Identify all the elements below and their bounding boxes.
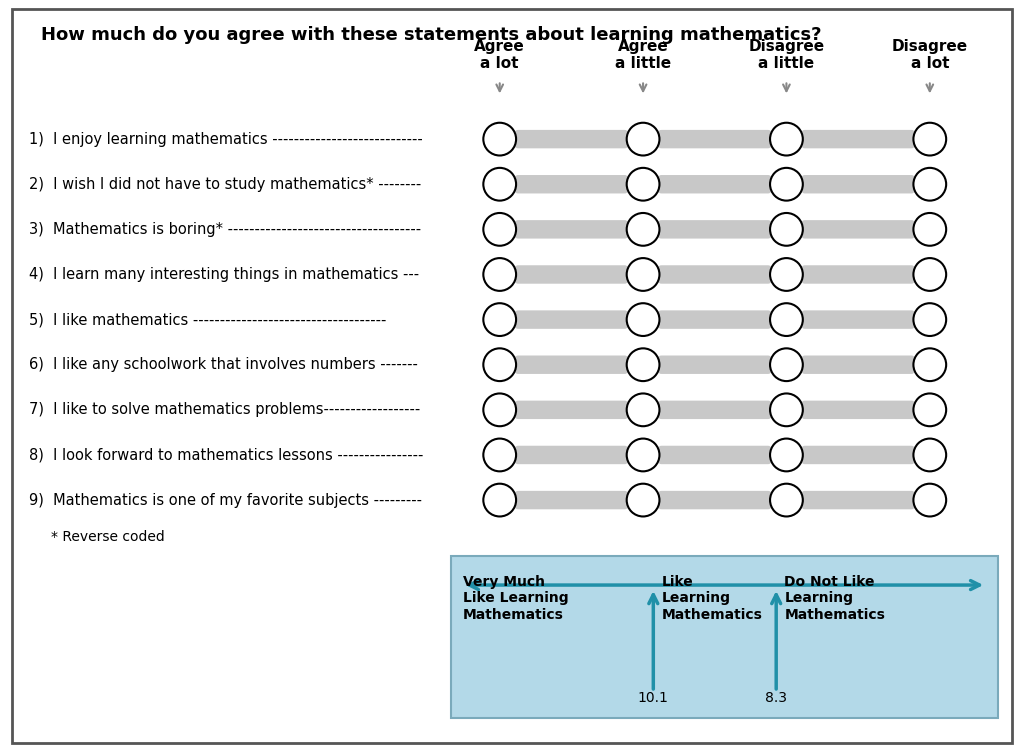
FancyBboxPatch shape xyxy=(658,175,771,193)
Text: 7)  I like to solve mathematics problems------------------: 7) I like to solve mathematics problems-… xyxy=(29,402,420,417)
Ellipse shape xyxy=(913,213,946,246)
Ellipse shape xyxy=(913,348,946,381)
FancyBboxPatch shape xyxy=(515,311,628,329)
Ellipse shape xyxy=(483,168,516,201)
Text: 9)  Mathematics is one of my favorite subjects ---------: 9) Mathematics is one of my favorite sub… xyxy=(29,493,422,508)
Ellipse shape xyxy=(770,348,803,381)
FancyBboxPatch shape xyxy=(658,311,771,329)
Ellipse shape xyxy=(627,303,659,336)
Ellipse shape xyxy=(627,393,659,426)
FancyBboxPatch shape xyxy=(515,220,628,238)
Ellipse shape xyxy=(913,168,946,201)
Text: 5)  I like mathematics ------------------------------------: 5) I like mathematics ------------------… xyxy=(29,312,386,327)
Ellipse shape xyxy=(627,348,659,381)
Ellipse shape xyxy=(770,484,803,517)
FancyBboxPatch shape xyxy=(658,491,771,509)
FancyBboxPatch shape xyxy=(515,130,628,148)
Ellipse shape xyxy=(483,258,516,291)
Text: 3)  Mathematics is boring* ------------------------------------: 3) Mathematics is boring* --------------… xyxy=(29,222,421,237)
FancyBboxPatch shape xyxy=(802,491,914,509)
FancyBboxPatch shape xyxy=(515,175,628,193)
FancyBboxPatch shape xyxy=(658,356,771,374)
Ellipse shape xyxy=(770,168,803,201)
FancyBboxPatch shape xyxy=(658,265,771,284)
FancyBboxPatch shape xyxy=(451,556,998,718)
FancyBboxPatch shape xyxy=(802,220,914,238)
Ellipse shape xyxy=(913,258,946,291)
Ellipse shape xyxy=(483,213,516,246)
FancyBboxPatch shape xyxy=(658,446,771,464)
Ellipse shape xyxy=(913,393,946,426)
Ellipse shape xyxy=(627,168,659,201)
Ellipse shape xyxy=(483,348,516,381)
Ellipse shape xyxy=(770,123,803,156)
Text: 8.3: 8.3 xyxy=(765,690,787,705)
Ellipse shape xyxy=(483,123,516,156)
Ellipse shape xyxy=(627,484,659,517)
Text: 10.1: 10.1 xyxy=(638,690,669,705)
FancyBboxPatch shape xyxy=(515,491,628,509)
Ellipse shape xyxy=(913,123,946,156)
FancyBboxPatch shape xyxy=(515,265,628,284)
Ellipse shape xyxy=(627,438,659,472)
Ellipse shape xyxy=(770,303,803,336)
Text: 1)  I enjoy learning mathematics ----------------------------: 1) I enjoy learning mathematics --------… xyxy=(29,132,423,147)
Text: Very Much
Like Learning
Mathematics: Very Much Like Learning Mathematics xyxy=(463,575,568,622)
FancyBboxPatch shape xyxy=(802,311,914,329)
Ellipse shape xyxy=(483,438,516,472)
Text: Disagree
a lot: Disagree a lot xyxy=(892,39,968,71)
Text: * Reverse coded: * Reverse coded xyxy=(51,530,165,544)
FancyBboxPatch shape xyxy=(515,446,628,464)
Text: Like
Learning
Mathematics: Like Learning Mathematics xyxy=(662,575,763,622)
Text: Do Not Like
Learning
Mathematics: Do Not Like Learning Mathematics xyxy=(784,575,886,622)
Ellipse shape xyxy=(770,213,803,246)
FancyBboxPatch shape xyxy=(802,401,914,419)
Ellipse shape xyxy=(770,393,803,426)
Ellipse shape xyxy=(483,303,516,336)
Text: Disagree
a little: Disagree a little xyxy=(749,39,824,71)
Ellipse shape xyxy=(483,484,516,517)
FancyBboxPatch shape xyxy=(12,9,1012,743)
FancyBboxPatch shape xyxy=(658,220,771,238)
Ellipse shape xyxy=(770,438,803,472)
Text: 6)  I like any schoolwork that involves numbers -------: 6) I like any schoolwork that involves n… xyxy=(29,357,418,372)
FancyBboxPatch shape xyxy=(802,130,914,148)
Ellipse shape xyxy=(913,438,946,472)
Ellipse shape xyxy=(627,258,659,291)
FancyBboxPatch shape xyxy=(515,401,628,419)
Ellipse shape xyxy=(627,213,659,246)
FancyBboxPatch shape xyxy=(658,130,771,148)
FancyBboxPatch shape xyxy=(658,401,771,419)
Ellipse shape xyxy=(770,258,803,291)
Ellipse shape xyxy=(627,123,659,156)
Ellipse shape xyxy=(913,484,946,517)
Text: 2)  I wish I did not have to study mathematics* --------: 2) I wish I did not have to study mathem… xyxy=(29,177,421,192)
Text: 8)  I look forward to mathematics lessons ----------------: 8) I look forward to mathematics lessons… xyxy=(29,447,423,462)
Text: Agree
a lot: Agree a lot xyxy=(474,39,525,71)
Text: How much do you agree with these statements about learning mathematics?: How much do you agree with these stateme… xyxy=(41,26,821,44)
Text: Agree
a little: Agree a little xyxy=(615,39,671,71)
Ellipse shape xyxy=(483,393,516,426)
FancyBboxPatch shape xyxy=(802,446,914,464)
FancyBboxPatch shape xyxy=(515,356,628,374)
Text: 4)  I learn many interesting things in mathematics ---: 4) I learn many interesting things in ma… xyxy=(29,267,419,282)
FancyBboxPatch shape xyxy=(802,356,914,374)
FancyBboxPatch shape xyxy=(802,175,914,193)
Ellipse shape xyxy=(913,303,946,336)
FancyBboxPatch shape xyxy=(802,265,914,284)
